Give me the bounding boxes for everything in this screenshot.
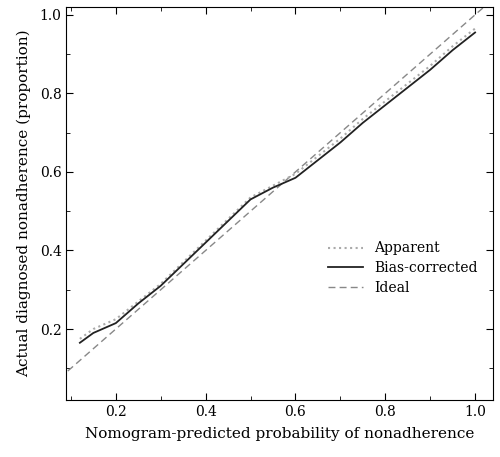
Apparent [404, 81, 410, 86]
Bias-corrected [292, 175, 298, 181]
Apparent [382, 98, 388, 104]
Bias-corrected [136, 301, 141, 306]
Bias-corrected [404, 85, 410, 90]
Bias-corrected [472, 30, 478, 35]
Apparent [202, 238, 208, 244]
Apparent [77, 336, 83, 341]
Bias-corrected [158, 283, 164, 288]
Apparent [360, 116, 366, 122]
Apparent [338, 136, 344, 141]
Apparent [136, 299, 141, 304]
Apparent [292, 171, 298, 176]
Bias-corrected [202, 240, 208, 245]
Bias-corrected [270, 185, 276, 191]
Apparent [248, 195, 254, 200]
Bias-corrected [338, 140, 344, 145]
Apparent [225, 216, 231, 222]
Line: Bias-corrected: Bias-corrected [80, 32, 475, 343]
Bias-corrected [90, 330, 96, 336]
Apparent [315, 154, 321, 159]
Legend: Apparent, Bias-corrected, Ideal: Apparent, Bias-corrected, Ideal [328, 241, 478, 295]
Apparent [180, 260, 186, 265]
Y-axis label: Actual diagnosed nonadherence (proportion): Actual diagnosed nonadherence (proportio… [17, 30, 32, 377]
Apparent [113, 316, 119, 322]
Apparent [427, 63, 433, 69]
Bias-corrected [360, 120, 366, 126]
Bias-corrected [77, 340, 83, 345]
Bias-corrected [427, 67, 433, 73]
Apparent [158, 281, 164, 287]
Apparent [450, 43, 456, 49]
Bias-corrected [180, 261, 186, 267]
Bias-corrected [113, 320, 119, 326]
Bias-corrected [382, 102, 388, 108]
Line: Apparent: Apparent [80, 28, 475, 339]
Apparent [472, 26, 478, 31]
Bias-corrected [315, 157, 321, 163]
Bias-corrected [450, 48, 456, 53]
Bias-corrected [225, 218, 231, 224]
X-axis label: Nomogram-predicted probability of nonadherence: Nomogram-predicted probability of nonadh… [85, 427, 474, 441]
Apparent [90, 326, 96, 332]
Bias-corrected [248, 197, 254, 202]
Apparent [270, 183, 276, 188]
